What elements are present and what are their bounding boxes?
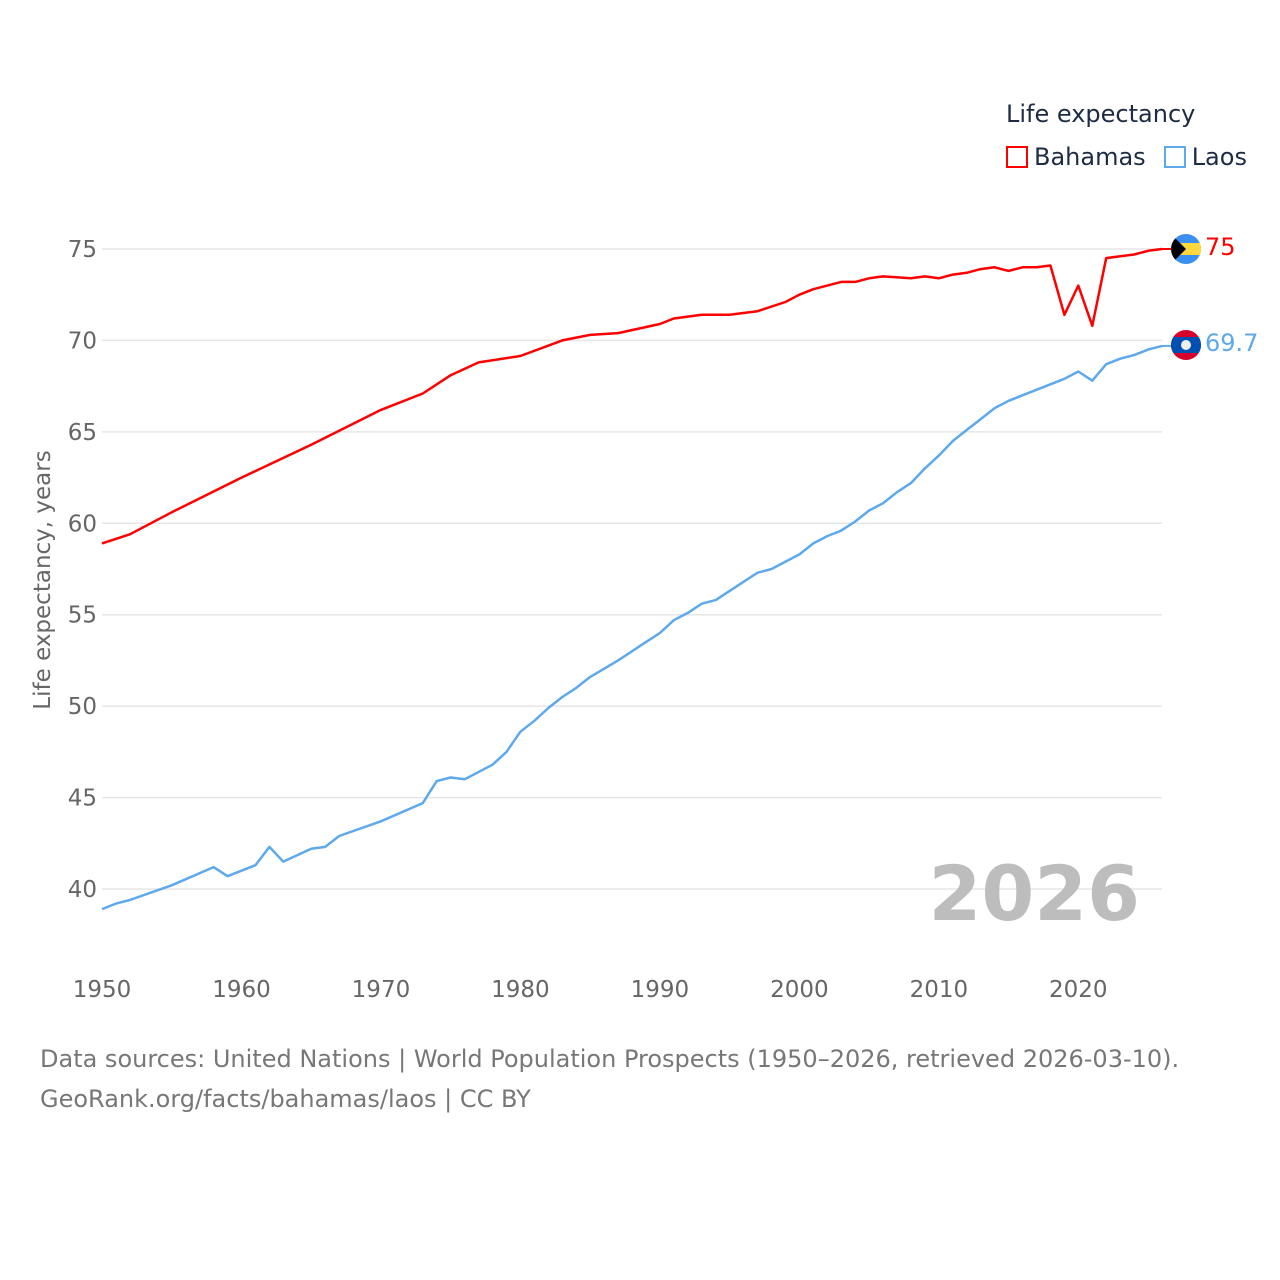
- x-tick-label: 2000: [770, 977, 829, 1003]
- y-axis-label: Life expectancy, years: [30, 450, 56, 709]
- laos-flag-icon: [1171, 330, 1201, 360]
- legend: Bahamas Laos: [1006, 143, 1247, 171]
- x-tick-label: 1970: [352, 977, 411, 1003]
- y-tick-label: 65: [68, 420, 97, 446]
- legend-item-laos[interactable]: Laos: [1163, 143, 1247, 171]
- y-tick-label: 40: [68, 877, 97, 903]
- legend-label: Bahamas: [1034, 143, 1146, 171]
- y-tick-label: 55: [68, 603, 97, 629]
- footer-attribution[interactable]: GeoRank.org/facts/bahamas/laos | CC BY: [40, 1085, 531, 1113]
- y-tick-label: 60: [68, 511, 97, 537]
- x-tick-label: 1950: [73, 977, 132, 1003]
- legend-label: Laos: [1191, 143, 1247, 171]
- laos-end-label: 69.7: [1205, 329, 1258, 357]
- laos-swatch: [1163, 146, 1186, 168]
- bahamas-swatch: [1006, 146, 1028, 168]
- legend-title: Life expectancy: [1006, 100, 1196, 128]
- bahamas-end-label: 75: [1205, 233, 1236, 261]
- x-tick-label: 1990: [631, 977, 690, 1003]
- y-tick-label: 70: [68, 328, 97, 354]
- y-tick-label: 75: [68, 237, 97, 263]
- y-tick-label: 45: [68, 786, 97, 812]
- series-line-laos: [101, 344, 1163, 911]
- x-tick-label: 2020: [1049, 977, 1108, 1003]
- y-tick-label: 50: [68, 694, 97, 720]
- footer-sources: Data sources: United Nations | World Pop…: [40, 1045, 1180, 1073]
- x-tick-label: 2010: [910, 977, 969, 1003]
- year-watermark: 2026: [928, 849, 1140, 938]
- x-tick-label: 1980: [491, 977, 550, 1003]
- legend-item-bahamas[interactable]: Bahamas: [1006, 143, 1146, 171]
- series-line-bahamas: [101, 247, 1163, 545]
- x-tick-label: 1960: [212, 977, 271, 1003]
- bahamas-flag-icon: [1171, 234, 1201, 264]
